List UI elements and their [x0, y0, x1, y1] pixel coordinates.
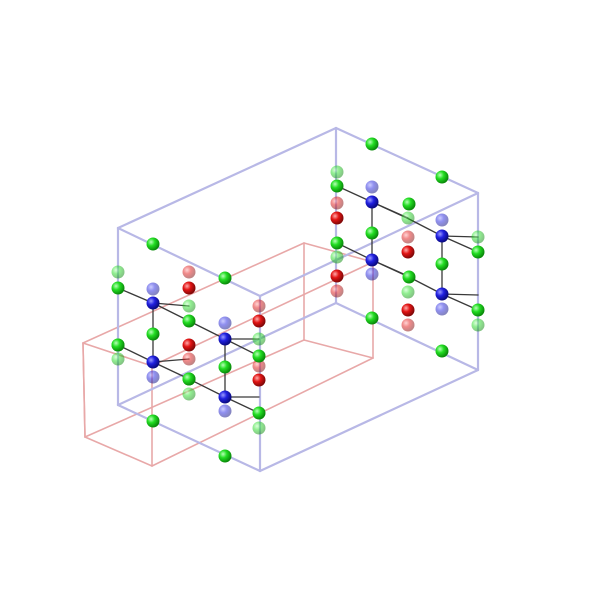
atom-green [330, 179, 344, 193]
bond [152, 302, 190, 322]
atom-green-faded [111, 352, 125, 366]
bond [441, 235, 479, 253]
atom-red-faded [401, 318, 415, 332]
atom-red-faded [330, 196, 344, 210]
atom-green-faded [471, 318, 485, 332]
atom-green [146, 237, 160, 251]
atom-red [330, 211, 344, 225]
atom-green-faded [182, 387, 196, 401]
atom-green-faded [401, 285, 415, 299]
atom-blue [365, 195, 379, 209]
atom-green [365, 137, 379, 151]
bond [371, 201, 409, 219]
atom-red-faded [182, 352, 196, 366]
atom-blue-faded [218, 404, 232, 418]
red-cell-edge [82, 242, 305, 344]
atom-green-faded [252, 421, 266, 435]
atom-green [146, 327, 160, 341]
atom-blue [435, 287, 449, 301]
blue-cell-edge [334, 126, 480, 195]
atom-red-faded [401, 230, 415, 244]
blue-cell-edge [116, 126, 338, 230]
atom-green-faded [330, 165, 344, 179]
bond [441, 293, 479, 311]
atom-red-faded [330, 284, 344, 298]
red-cell-edge [82, 342, 86, 438]
blue-cell-edge [258, 191, 480, 298]
bond [188, 320, 226, 340]
atom-spheres [111, 137, 485, 463]
atom-blue-faded [365, 180, 379, 194]
atom-green [435, 257, 449, 271]
atom-green-faded [252, 332, 266, 346]
atom-green [111, 281, 125, 295]
atom-blue-faded [435, 213, 449, 227]
atom-red-faded [182, 265, 196, 279]
atom-red [252, 314, 266, 328]
atom-red-faded [252, 359, 266, 373]
bond [371, 259, 409, 277]
atom-blue [146, 296, 160, 310]
blue-cell-edge [116, 226, 262, 298]
atom-blue-faded [146, 370, 160, 384]
bond [152, 361, 190, 380]
atom-red-faded [252, 299, 266, 313]
unit-cell-edges [82, 126, 480, 473]
atom-blue [146, 355, 160, 369]
atom-green [402, 197, 416, 211]
atom-green [402, 270, 416, 284]
atom-green-faded [182, 299, 196, 313]
red-cell-edge [84, 339, 305, 438]
atom-blue [218, 390, 232, 404]
atom-green [111, 338, 125, 352]
bond [188, 378, 226, 398]
atom-green [218, 360, 232, 374]
red-cell-edge [84, 436, 153, 467]
atom-blue [435, 229, 449, 243]
atom-green [471, 245, 485, 259]
atom-green [435, 344, 449, 358]
red-cell-edge [303, 339, 374, 359]
atom-blue [365, 253, 379, 267]
atom-green [252, 406, 266, 420]
atom-green [365, 226, 379, 240]
atom-green [146, 414, 160, 428]
atom-green [471, 303, 485, 317]
atom-blue-faded [435, 302, 449, 316]
atom-red [252, 373, 266, 387]
atom-red [182, 338, 196, 352]
blue-cell-edge [334, 301, 480, 372]
atom-green [182, 314, 196, 328]
atom-red [401, 245, 415, 259]
atom-green [218, 271, 232, 285]
atom-green [252, 349, 266, 363]
atom-green [218, 449, 232, 463]
atom-blue-faded [365, 267, 379, 281]
blue-cell-edge [258, 368, 480, 473]
atom-red [330, 269, 344, 283]
atom-red [182, 281, 196, 295]
atom-blue [218, 332, 232, 346]
atom-blue-faded [146, 282, 160, 296]
atom-green-faded [471, 230, 485, 244]
atom-green [365, 311, 379, 325]
atom-red [401, 303, 415, 317]
atom-green [182, 372, 196, 386]
blue-cell-edge [116, 301, 338, 407]
atom-green [330, 236, 344, 250]
atom-green-faded [330, 250, 344, 264]
blue-cell-edge [116, 403, 262, 473]
atom-blue-faded [218, 316, 232, 330]
atom-green-faded [401, 211, 415, 225]
atom-green [435, 170, 449, 184]
atom-green-faded [111, 265, 125, 279]
